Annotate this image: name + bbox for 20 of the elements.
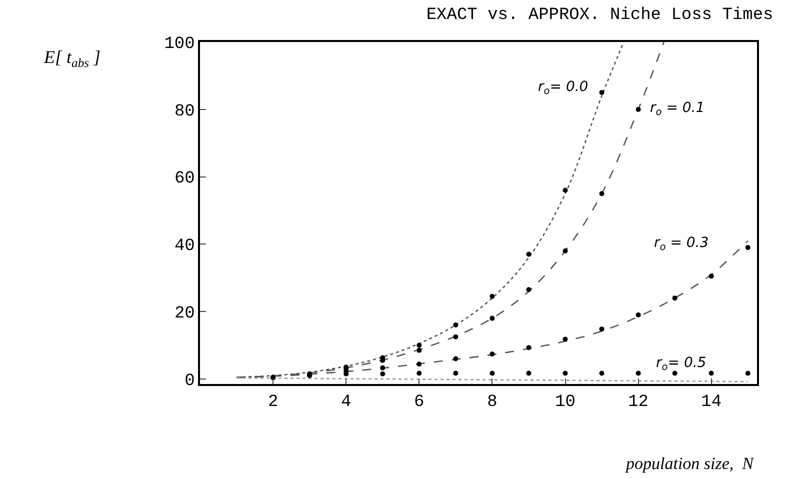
y-tick-label: 60 (174, 170, 195, 189)
y-tick-label: 20 (174, 304, 195, 324)
series-label: r$_{o}$= 0.5 (656, 355, 706, 373)
x-axis-title: population size, N (625, 454, 756, 473)
series-label: r$_{o}$= 0.0 (538, 79, 588, 97)
x-tick-label: 12 (628, 393, 649, 412)
y-tick-label: 0 (184, 372, 195, 391)
x-tick-label: 8 (487, 393, 498, 412)
y-tick-label: 100 (164, 34, 195, 54)
y-tick-label: 40 (174, 237, 195, 256)
series-label: r$_{o}$ = 0.3 (654, 235, 709, 253)
x-tick-label: 4 (341, 393, 352, 412)
y-axis-title: E[ t$_{abs}$ ] (43, 47, 101, 70)
x-tick-label: 6 (414, 393, 424, 412)
x-tick-label: 10 (555, 393, 576, 412)
series-label: r$_{o}$ = 0.1 (650, 100, 705, 118)
x-tick-label: 2 (268, 393, 278, 412)
y-tick-label: 80 (174, 102, 195, 122)
x-tick-label: 14 (701, 393, 722, 412)
chart-title: EXACT vs. APPROX. Niche Loss Times (426, 6, 774, 26)
